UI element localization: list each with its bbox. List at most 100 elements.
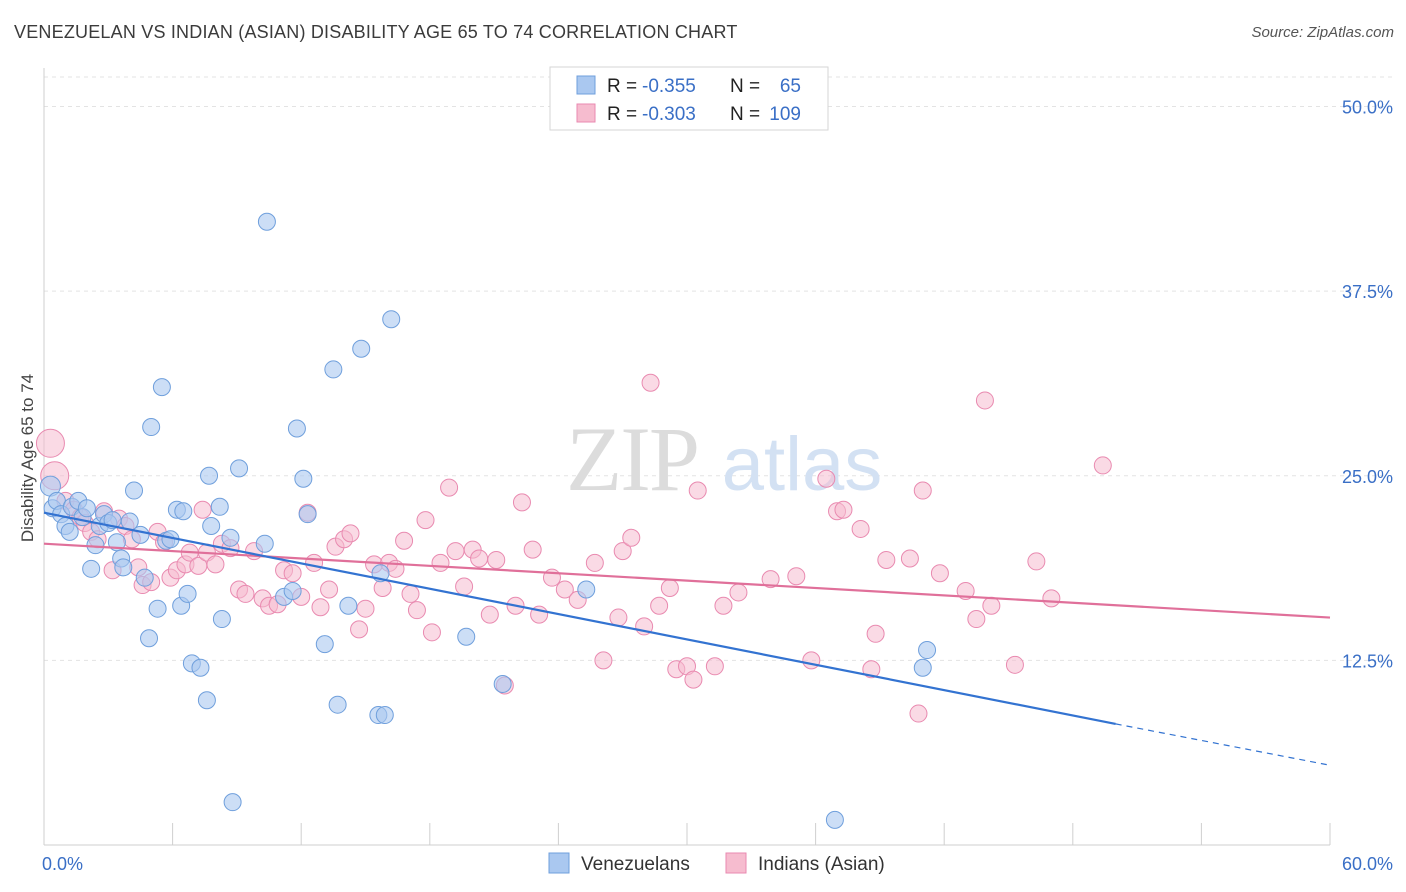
- chart-title: VENEZUELAN VS INDIAN (ASIAN) DISABILITY …: [14, 22, 738, 42]
- bottom-legend-swatch-venezuelans: [548, 852, 570, 874]
- legend-n-label-2: N =: [730, 104, 760, 125]
- point-indians-asian-92: [834, 500, 853, 519]
- legend-r-value-2: -0.303: [642, 104, 696, 125]
- point-indians-asian-82: [684, 670, 703, 689]
- series-venezuelans-points: [39, 212, 937, 829]
- point-venezuelans-40: [221, 528, 240, 547]
- point-indians-asian-78: [650, 596, 669, 615]
- series-legend: Venezuelans Indians (Asian): [548, 852, 885, 875]
- point-venezuelans-38: [210, 497, 229, 516]
- point-indians-asian-44: [350, 620, 369, 639]
- series-indians-asian-points: [35, 373, 1112, 723]
- point-indians-asian-51: [401, 584, 420, 603]
- point-venezuelans-24: [142, 418, 161, 437]
- point-venezuelans-50: [315, 635, 334, 654]
- point-venezuelans-53: [339, 596, 358, 615]
- y-tick-label-2: 37.5%: [1342, 282, 1393, 302]
- point-indians-asian-95: [866, 624, 885, 643]
- point-indians-asian-40: [320, 580, 339, 599]
- point-indians-asian-83: [688, 481, 707, 500]
- point-indians-asian-74: [613, 542, 632, 561]
- point-indians-asian-104: [982, 596, 1001, 615]
- point-venezuelans-43: [255, 534, 274, 553]
- point-venezuelans-52: [328, 695, 347, 714]
- point-indians-asian-105: [1005, 655, 1024, 674]
- point-venezuelans-47: [287, 419, 306, 438]
- x-tick-label-1: 60.0%: [1342, 854, 1393, 874]
- point-venezuelans-23: [140, 629, 159, 648]
- point-indians-asian-86: [729, 583, 748, 602]
- point-indians-asian-71: [585, 553, 604, 572]
- point-indians-asian-47: [373, 579, 392, 598]
- point-indians-asian-50: [395, 531, 414, 550]
- legend-r-value-1: -0.355: [642, 76, 696, 97]
- trend-lines: [43, 511, 1331, 766]
- y-tick-labels: 12.5% 25.0% 37.5% 50.0%: [1342, 98, 1393, 672]
- source-credit: Source: ZipAtlas.com: [1251, 24, 1394, 41]
- point-venezuelans-10: [82, 559, 101, 578]
- point-venezuelans-21: [131, 525, 150, 544]
- point-venezuelans-59: [457, 627, 476, 646]
- legend-swatch-venezuelans: [576, 75, 596, 95]
- point-venezuelans-48: [294, 469, 313, 488]
- point-indians-asian-93: [851, 519, 870, 538]
- legend-n-value-1: 65: [780, 76, 801, 97]
- watermark-atlas: atlas: [722, 422, 883, 507]
- point-indians-asian-73: [609, 608, 628, 627]
- point-venezuelans-34: [191, 658, 210, 677]
- point-venezuelans-20: [125, 481, 144, 500]
- point-indians-asian-61: [480, 605, 499, 624]
- trend-line-venezuelans: [43, 511, 1116, 725]
- x-tick-labels: 0.0% 60.0%: [42, 854, 1393, 874]
- point-indians-asian-65: [512, 493, 531, 512]
- point-venezuelans-46: [283, 581, 302, 600]
- point-venezuelans-51: [324, 360, 343, 379]
- point-indians-asian-90: [817, 469, 836, 488]
- y-axis-label: Disability Age 65 to 74: [18, 374, 37, 542]
- point-indians-asian-79: [660, 579, 679, 598]
- bottom-legend-swatch-indians-asian: [725, 852, 747, 874]
- point-indians-asian-45: [356, 599, 375, 618]
- point-venezuelans-42: [230, 459, 249, 478]
- point-indians-asian-35: [283, 564, 302, 583]
- point-venezuelans-60: [493, 675, 512, 694]
- y-tick-label-3: 50.0%: [1342, 98, 1393, 118]
- point-indians-asian-108: [1093, 456, 1112, 475]
- point-venezuelans-62: [825, 810, 844, 829]
- bottom-legend-label-venezuelans: Venezuelans: [581, 854, 690, 875]
- point-indians-asian-0: [35, 428, 65, 458]
- point-venezuelans-39: [212, 610, 231, 629]
- point-indians-asian-94: [862, 660, 881, 679]
- y-tick-label-1: 25.0%: [1342, 467, 1393, 487]
- correlation-legend: R = -0.355 N = 65 R = -0.303 N = 109: [549, 66, 829, 131]
- point-indians-asian-84: [705, 657, 724, 676]
- point-venezuelans-32: [178, 584, 197, 603]
- point-venezuelans-56: [375, 706, 394, 725]
- point-indians-asian-106: [1027, 552, 1046, 571]
- bottom-legend-label-indians-asian: Indians (Asian): [758, 854, 885, 875]
- point-indians-asian-88: [787, 567, 806, 586]
- point-indians-asian-87: [761, 570, 780, 589]
- point-indians-asian-85: [714, 596, 733, 615]
- point-indians-asian-66: [523, 540, 542, 559]
- point-indians-asian-29: [236, 584, 255, 603]
- point-indians-asian-56: [440, 478, 459, 497]
- point-venezuelans-41: [223, 793, 242, 812]
- correlation-legend-box: [549, 66, 829, 131]
- point-indians-asian-98: [909, 704, 928, 723]
- point-venezuelans-9: [77, 499, 96, 518]
- point-indians-asian-52: [407, 601, 426, 620]
- legend-n-label-1: N =: [730, 76, 760, 97]
- axes: [43, 68, 1331, 846]
- point-venezuelans-22: [135, 568, 154, 587]
- point-indians-asian-53: [416, 511, 435, 530]
- trend-line-indians-asian: [43, 542, 1331, 619]
- trend-line-venezuelans-extension: [1115, 723, 1331, 766]
- point-venezuelans-49: [298, 505, 317, 524]
- point-indians-asian-103: [975, 391, 994, 410]
- watermark: ZIP atlas: [566, 408, 882, 510]
- x-tick-label-0: 0.0%: [42, 854, 83, 874]
- point-indians-asian-55: [431, 553, 450, 572]
- point-venezuelans-63: [918, 641, 937, 660]
- point-indians-asian-100: [930, 564, 949, 583]
